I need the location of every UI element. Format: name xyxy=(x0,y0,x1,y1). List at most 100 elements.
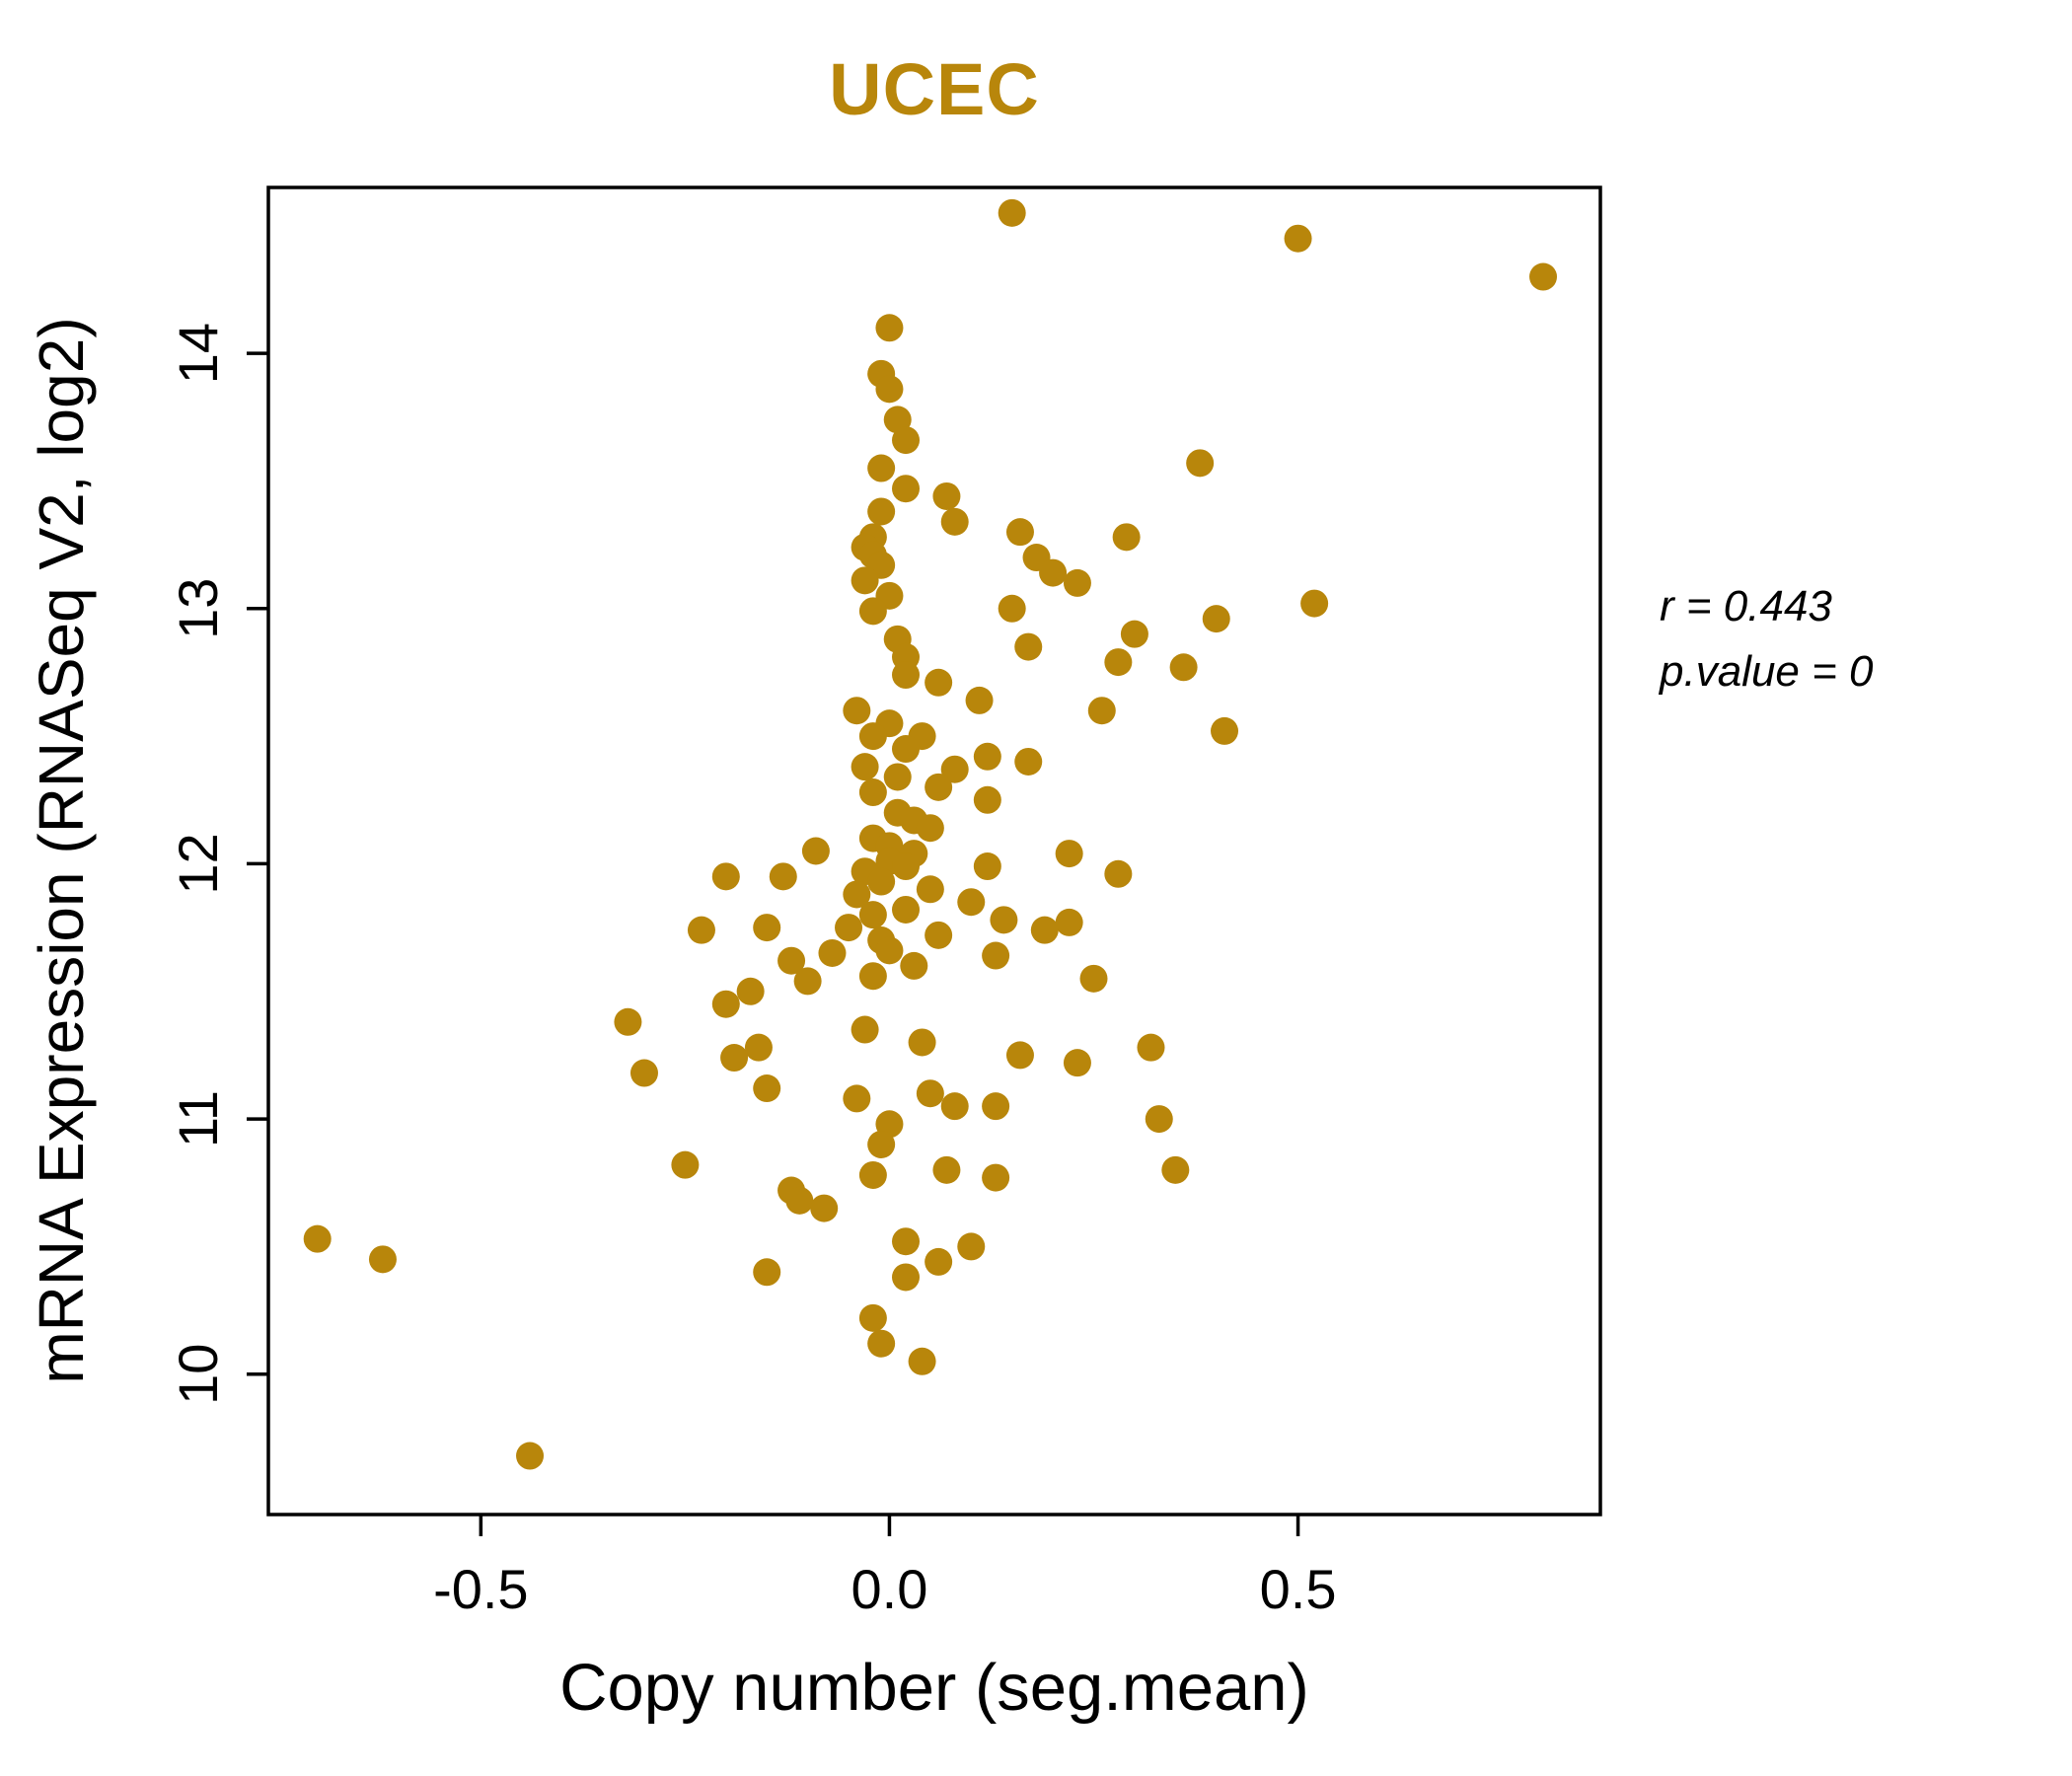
data-point xyxy=(769,862,797,891)
data-point xyxy=(851,753,879,781)
data-point xyxy=(925,921,953,949)
data-point xyxy=(1014,632,1043,661)
data-point xyxy=(892,475,921,503)
data-point xyxy=(1112,523,1141,552)
data-point xyxy=(867,454,896,482)
data-point xyxy=(957,1232,986,1261)
data-point xyxy=(835,914,863,942)
data-point xyxy=(1284,224,1312,253)
data-point xyxy=(801,837,830,865)
data-point xyxy=(1186,449,1215,478)
data-point xyxy=(875,375,904,404)
data-point xyxy=(867,1329,896,1358)
data-point xyxy=(940,1092,969,1121)
data-point xyxy=(982,1163,1010,1192)
data-point xyxy=(900,951,928,980)
data-point xyxy=(1014,747,1043,776)
data-point xyxy=(629,1059,658,1087)
data-point xyxy=(1202,605,1230,633)
data-point xyxy=(1079,964,1108,993)
data-point xyxy=(516,1442,545,1470)
data-point xyxy=(916,814,944,843)
data-point xyxy=(858,1160,887,1189)
data-point xyxy=(875,314,904,342)
chart-title: UCEC xyxy=(829,48,1040,130)
data-point xyxy=(883,763,912,791)
data-point xyxy=(843,697,871,725)
data-point xyxy=(1055,908,1083,936)
data-point xyxy=(892,1227,921,1256)
data-point xyxy=(843,1084,871,1113)
data-point xyxy=(982,1092,1010,1121)
data-point xyxy=(368,1245,397,1274)
y-tick-label: 11 xyxy=(167,1090,229,1147)
data-point xyxy=(818,938,847,967)
data-point xyxy=(1063,568,1091,597)
data-point xyxy=(1120,620,1148,648)
data-point xyxy=(1169,653,1198,682)
data-point xyxy=(892,1263,921,1292)
data-point xyxy=(687,916,715,944)
data-point xyxy=(973,742,1001,771)
data-point xyxy=(1005,518,1034,547)
x-tick-label: -0.5 xyxy=(433,1558,529,1620)
data-point xyxy=(303,1224,332,1253)
data-point xyxy=(892,895,921,924)
p-value: p.value = 0 xyxy=(1660,647,1874,696)
data-point xyxy=(892,852,921,881)
data-point xyxy=(925,1247,953,1276)
data-point xyxy=(867,867,896,896)
data-point xyxy=(998,198,1026,227)
data-point xyxy=(785,1186,814,1215)
data-point xyxy=(753,914,781,942)
data-point xyxy=(973,785,1001,814)
data-point xyxy=(1104,859,1133,888)
data-point xyxy=(1529,262,1558,291)
y-axis-label: mRNA Expression (RNASeq V2, log2) xyxy=(26,317,97,1384)
data-point xyxy=(1055,840,1083,868)
data-point xyxy=(892,735,921,764)
data-point xyxy=(1104,648,1133,677)
data-point xyxy=(671,1150,700,1179)
data-point xyxy=(720,1044,749,1073)
data-point xyxy=(711,862,740,891)
data-point xyxy=(777,946,806,975)
data-point xyxy=(875,936,904,965)
y-tick-label: 13 xyxy=(167,578,229,639)
data-point xyxy=(1039,558,1068,587)
data-point xyxy=(940,507,969,536)
data-point xyxy=(973,852,1001,881)
data-point xyxy=(753,1074,781,1103)
data-point xyxy=(957,888,986,917)
data-point xyxy=(711,990,740,1018)
x-tick-label: 0.0 xyxy=(851,1558,928,1620)
r-value: r = 0.443 xyxy=(1660,582,1832,630)
y-tick-label: 12 xyxy=(167,833,229,894)
data-point xyxy=(990,906,1018,934)
data-point xyxy=(892,426,921,455)
data-point xyxy=(614,1007,642,1036)
correlation-annotation: r = 0.443 p.value = 0 xyxy=(1660,574,1874,704)
data-point xyxy=(858,962,887,991)
data-point xyxy=(932,1155,961,1184)
data-point xyxy=(867,1130,896,1158)
data-point xyxy=(843,880,871,909)
x-axis-label: Copy number (seg.mean) xyxy=(559,1651,1309,1725)
data-point xyxy=(925,773,953,801)
data-point xyxy=(744,1033,773,1062)
data-point xyxy=(1161,1155,1190,1184)
data-point xyxy=(982,941,1010,970)
y-tick-label: 14 xyxy=(167,323,229,384)
data-point xyxy=(858,1303,887,1332)
data-point xyxy=(1137,1033,1165,1062)
data-point xyxy=(965,686,994,714)
data-point xyxy=(736,977,765,1005)
data-point xyxy=(932,481,961,510)
data-point xyxy=(1087,697,1116,725)
data-point xyxy=(1145,1105,1173,1134)
data-point xyxy=(851,1015,879,1044)
data-point xyxy=(908,1028,936,1057)
data-point xyxy=(916,875,944,904)
data-point xyxy=(858,722,887,751)
